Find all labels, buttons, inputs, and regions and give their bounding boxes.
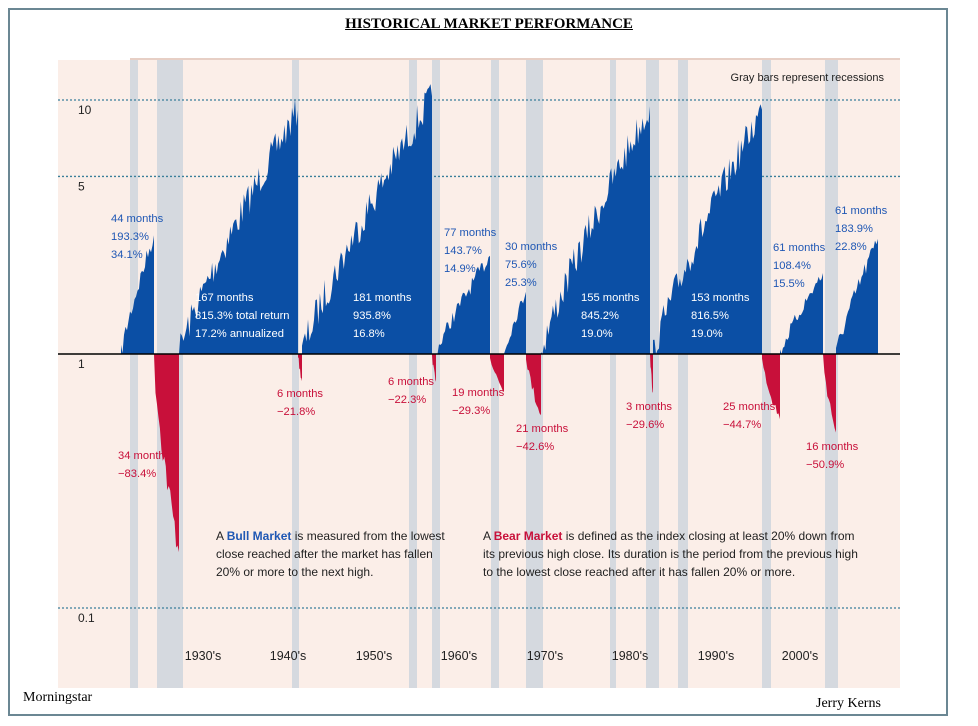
market-label: 6 months xyxy=(277,388,323,400)
bull-market-area xyxy=(653,104,762,354)
market-label: 3 months xyxy=(626,401,672,413)
bear-market-area xyxy=(650,354,653,393)
market-label: 845.2% xyxy=(581,310,619,322)
recession-bar xyxy=(491,60,499,688)
bull-market-area xyxy=(179,98,298,354)
bull-market-area xyxy=(504,291,526,354)
market-labels: 44 months 193.3% 34.1% 34 months −83.4% 167 m… xyxy=(111,205,888,480)
market-label: −50.9% xyxy=(806,459,844,471)
market-label: 17.2% annualized xyxy=(195,328,284,340)
bear-market-area xyxy=(823,354,836,433)
x-tick-label: 1990's xyxy=(698,649,734,663)
x-tick-label: 2000's xyxy=(782,649,818,663)
recession-bar xyxy=(610,60,616,688)
y-tick-label: 10 xyxy=(78,103,92,117)
recession-bar xyxy=(292,60,299,688)
market-label: 6 months xyxy=(388,376,434,388)
page-title: HISTORICAL MARKET PERFORMANCE xyxy=(345,16,633,32)
bear-market-area xyxy=(298,354,302,382)
market-label: 816.5% xyxy=(691,310,729,322)
market-label: 19 months xyxy=(452,387,505,399)
plot-top-edge xyxy=(130,58,900,60)
market-label: −21.8% xyxy=(277,406,315,418)
market-label: −44.7% xyxy=(723,419,761,431)
bull-market-area xyxy=(780,273,823,354)
x-tick-label: 1950's xyxy=(356,649,392,663)
bear-market-area xyxy=(762,354,780,420)
market-label: 108.4% xyxy=(773,260,811,272)
definitions: A Bull Market is measured from the lowes… xyxy=(216,529,858,579)
market-label: 75.6% xyxy=(505,259,537,271)
x-tick-label: 1930's xyxy=(185,649,221,663)
y-axis-ticks: 10 5 1 0.1 xyxy=(78,103,95,625)
bull-definition-line: close reached after the market has falle… xyxy=(216,547,433,561)
market-label: 34.1% xyxy=(111,249,143,261)
recession-note: Gray bars represent recessions xyxy=(731,72,885,84)
x-tick-label: 1960's xyxy=(441,649,477,663)
market-label: 61 months xyxy=(835,205,888,217)
bull-market-area xyxy=(436,255,490,354)
bear-market-area xyxy=(526,354,541,416)
bear-market-term: Bear Market xyxy=(494,529,563,543)
market-label: 22.8% xyxy=(835,241,867,253)
market-label: 19.0% xyxy=(691,328,723,340)
bear-market-area xyxy=(432,354,436,382)
market-label: 935.8% xyxy=(353,310,391,322)
bull-definition-line: A Bull Market is measured from the lowes… xyxy=(216,529,445,543)
market-label: 30 months xyxy=(505,241,558,253)
bull-definition-line: 20% or more to the next high. xyxy=(216,565,373,579)
bull-market-area xyxy=(121,235,154,354)
market-label: 21 months xyxy=(516,423,569,435)
author-label: Jerry Kerns xyxy=(816,696,881,711)
market-label: 183.9% xyxy=(835,223,873,235)
market-label: 25 months xyxy=(723,401,776,413)
source-label: Morningstar xyxy=(23,690,93,705)
market-label: 153 months xyxy=(691,292,750,304)
market-label: 167 months xyxy=(195,292,254,304)
recession-bar xyxy=(678,60,688,688)
x-axis-ticks: 1930's 1940's 1950's 1960's 1970's 1980's 1990… xyxy=(185,649,818,663)
bear-definition-line: A Bear Market is defined as the index cl… xyxy=(483,529,855,543)
market-label: 193.3% xyxy=(111,231,149,243)
x-tick-label: 1980's xyxy=(612,649,648,663)
market-label: 143.7% xyxy=(444,245,482,257)
bear-definition-line: to the lowest close reached after it has… xyxy=(483,565,795,579)
market-label: 61 months xyxy=(773,242,826,254)
market-label: 14.9% xyxy=(444,263,476,275)
market-label: 16 months xyxy=(806,441,859,453)
market-areas xyxy=(121,84,878,553)
market-label: 15.5% xyxy=(773,278,805,290)
market-label: −29.3% xyxy=(452,405,490,417)
y-tick-label: 1 xyxy=(78,357,85,371)
x-tick-label: 1970's xyxy=(527,649,563,663)
market-label: −83.4% xyxy=(118,468,156,480)
bull-market-area xyxy=(302,84,432,354)
market-label: 155 months xyxy=(581,292,640,304)
bear-market-area xyxy=(490,354,504,393)
market-label: 34 months xyxy=(118,450,171,462)
market-label: 815.3% total return xyxy=(195,310,290,322)
market-label: 19.0% xyxy=(581,328,613,340)
recession-bar xyxy=(130,60,138,688)
market-label: −42.6% xyxy=(516,441,554,453)
x-tick-label: 1940's xyxy=(270,649,306,663)
bear-market-area xyxy=(154,354,179,553)
market-label: 44 months xyxy=(111,213,164,225)
chart-frame xyxy=(8,8,948,716)
recession-bar xyxy=(409,60,417,688)
bull-market-area xyxy=(541,106,650,354)
market-label: 77 months xyxy=(444,227,497,239)
y-tick-label: 5 xyxy=(78,179,85,193)
market-label: 181 months xyxy=(353,292,412,304)
market-label: −22.3% xyxy=(388,394,426,406)
bull-market-area xyxy=(836,238,878,354)
bull-market-term: Bull Market xyxy=(227,529,292,543)
y-tick-label: 0.1 xyxy=(78,611,95,625)
bear-definition-line: its previous high close. Its duration is… xyxy=(483,547,858,561)
market-label: 16.8% xyxy=(353,328,385,340)
market-label: 25.3% xyxy=(505,277,537,289)
market-label: −29.6% xyxy=(626,419,664,431)
